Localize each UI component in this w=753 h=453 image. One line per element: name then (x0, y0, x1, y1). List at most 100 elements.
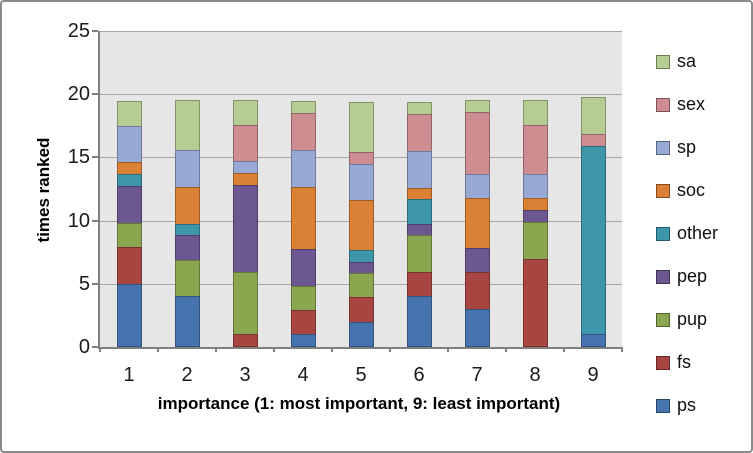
plot-area (98, 31, 622, 349)
bar-segment-fs-x5 (348, 297, 374, 323)
bar-slot-8 (506, 31, 564, 347)
x-tick-label-9: 9 (587, 364, 599, 386)
bar-segment-sa-x9 (580, 97, 606, 136)
stacked-bar-1 (116, 101, 142, 347)
legend-swatch-fs-icon (656, 355, 670, 370)
bar-segment-sp-x5 (348, 163, 374, 202)
legend-label-ps: ps (677, 395, 697, 415)
legend-label-soc: soc (677, 180, 706, 200)
bar-segment-sa-x5 (348, 102, 374, 153)
bar-segment-sex-x3 (232, 124, 258, 163)
x-tick-mark (389, 347, 391, 352)
bar-segment-pep-x3 (232, 184, 258, 274)
bar-slot-9 (564, 31, 622, 347)
x-tick-label-3: 3 (239, 364, 251, 386)
x-tick-label-8: 8 (529, 364, 541, 386)
x-tick-mark (215, 347, 217, 352)
bar-segment-pup-x5 (348, 273, 374, 299)
bar-segment-sp-x1 (116, 125, 142, 164)
bar-segment-pep-x2 (174, 235, 200, 261)
legend-swatch-pep-icon (656, 269, 670, 284)
x-tick-mark (563, 347, 565, 352)
bar-segment-fs-x3 (232, 334, 258, 347)
bar-segment-soc-x7 (464, 198, 490, 249)
bar-segment-sp-x4 (290, 149, 316, 188)
bar-segment-ps-x5 (348, 321, 374, 347)
y-tick-label-5: 5 (78, 272, 90, 295)
legend-label-sa: sa (677, 51, 697, 71)
y-tick-mark (92, 93, 98, 96)
legend-item-sex: sex (656, 91, 718, 118)
bar-segment-pep-x4 (290, 248, 316, 287)
y-tick-label-15: 15 (67, 146, 90, 169)
bar-segment-soc-x2 (174, 186, 200, 225)
bar-slot-3 (216, 31, 274, 347)
legend-item-sp: sp (656, 134, 718, 161)
bar-segment-other-x6 (406, 199, 432, 225)
legend-label-other: other (677, 223, 719, 243)
bar-segment-soc-x5 (348, 200, 374, 251)
bar-slot-2 (158, 31, 216, 347)
legend-swatch-sa-icon (656, 54, 670, 69)
legend-label-sp: sp (677, 137, 697, 157)
bar-segment-sex-x7 (464, 111, 490, 176)
legend-swatch-ps-icon (656, 398, 670, 413)
bar-segment-pup-x2 (174, 259, 200, 298)
bar-segment-sex-x6 (406, 113, 432, 152)
stacked-bar-3 (232, 100, 258, 347)
legend-label-pup: pup (677, 309, 708, 329)
bar-segment-fs-x8 (522, 258, 548, 347)
bar-slot-6 (390, 31, 448, 347)
y-tick-mark (92, 156, 98, 159)
x-tick-label-7: 7 (471, 364, 483, 386)
legend-swatch-pup-icon (656, 312, 670, 327)
legend-item-pup: pup (656, 306, 718, 333)
x-tick-mark (99, 347, 101, 352)
stacked-bar-4 (290, 101, 316, 347)
bar-segment-ps-x7 (464, 309, 490, 347)
bar-segment-fs-x4 (290, 310, 316, 336)
bar-segment-ps-x9 (580, 334, 606, 347)
y-axis-title: times ranked (34, 137, 53, 243)
bar-segment-soc-x4 (290, 186, 316, 250)
legend-item-fs: fs (656, 349, 718, 376)
gridline-y20 (100, 94, 622, 96)
bar-segment-pup-x1 (116, 222, 142, 248)
y-tick-label-25: 25 (67, 20, 90, 42)
y-tick-label-0: 0 (78, 336, 90, 358)
legend-label-pep: pep (677, 266, 708, 286)
y-tick-mark (92, 346, 98, 348)
bar-segment-sa-x3 (232, 100, 258, 126)
bar-segment-sp-x8 (522, 174, 548, 200)
bar-segment-fs-x6 (406, 272, 432, 298)
stacked-bar-8 (522, 100, 548, 347)
legend-swatch-sp-icon (656, 140, 670, 155)
bar-segment-sex-x4 (290, 112, 316, 151)
x-tick-mark (273, 347, 275, 352)
x-tick-mark (447, 347, 449, 352)
legend-item-sa: sa (656, 48, 718, 75)
x-tick-label-1: 1 (123, 364, 135, 386)
legend-swatch-sex-icon (656, 97, 670, 112)
bar-segment-fs-x7 (464, 272, 490, 311)
bar-segment-ps-x1 (116, 283, 142, 347)
bar-segment-pep-x7 (464, 247, 490, 274)
bar-segment-fs-x1 (116, 246, 142, 285)
x-axis-title: importance (1: most important, 9: least … (157, 394, 561, 413)
x-tick-mark (621, 347, 623, 352)
bar-segment-ps-x2 (174, 296, 200, 347)
x-tick-label-4: 4 (297, 364, 309, 386)
stacked-bar-6 (406, 102, 432, 347)
legend-item-pep: pep (656, 263, 718, 290)
legend-item-ps: ps (656, 392, 718, 419)
bar-segment-sp-x2 (174, 149, 200, 188)
stacked-bar-7 (464, 100, 490, 347)
bar-segment-sp-x6 (406, 150, 432, 189)
gridline-y25 (100, 31, 622, 32)
bar-segment-ps-x4 (290, 334, 316, 347)
y-tick-label-20: 20 (67, 83, 90, 106)
bar-segment-pep-x1 (116, 185, 142, 224)
bar-segment-sa-x8 (522, 100, 548, 126)
bar-slot-5 (332, 31, 390, 347)
stacked-bar-5 (348, 102, 374, 347)
